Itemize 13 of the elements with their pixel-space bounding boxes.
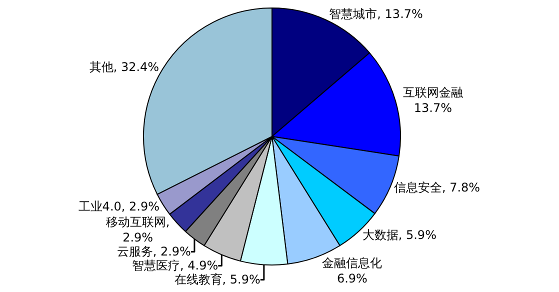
slice-label: 互联网金融 <box>402 85 463 100</box>
slice-label: 工业4.0, 2.9% <box>78 200 160 214</box>
slice-label: 其他, 32.4% <box>89 60 160 74</box>
slice-label: 云服务, 2.9% <box>116 244 191 259</box>
slice-label: 移动互联网, 2.9% <box>106 215 170 245</box>
slice-label: 在线教育, 5.9% <box>174 272 260 287</box>
slice-label: 金融信息化 <box>322 256 382 270</box>
data-label: 13.7% <box>414 100 452 115</box>
slice-label: 智慧医疗, 4.9% <box>132 258 218 273</box>
data-label: 6.9% <box>336 272 368 286</box>
slice-label: 大数据, 5.9% <box>362 228 436 242</box>
slice-label: 信息安全, 7.8% <box>394 180 480 194</box>
slice-label: 智慧城市, 13.7% <box>329 6 423 21</box>
